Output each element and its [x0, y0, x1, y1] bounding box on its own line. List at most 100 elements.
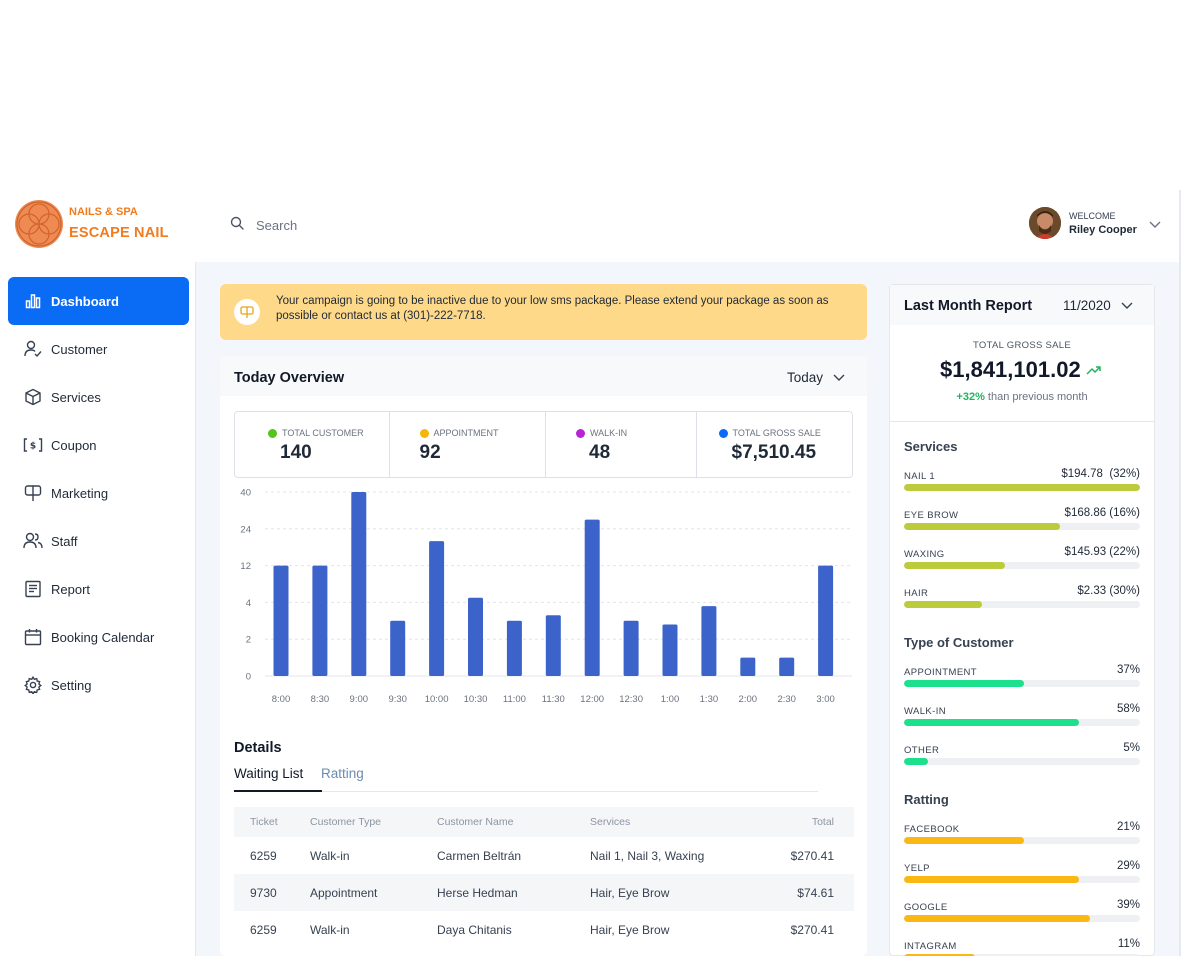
search-input[interactable]: Search	[256, 218, 298, 233]
y-tick-label: 4	[246, 598, 251, 609]
stat-label: TOTAL CUSTOMER	[282, 428, 364, 438]
sidebar-item-staff[interactable]: Staff	[8, 517, 189, 565]
bar[interactable]	[740, 657, 756, 676]
gear-icon	[23, 675, 43, 695]
x-tick-label: 8:30	[311, 694, 330, 705]
tab-ratting[interactable]: Ratting	[321, 766, 364, 781]
table-row[interactable]: 6259 Walk-in Carmen Beltrán Nail 1, Nail…	[234, 837, 854, 874]
metric-label: APPOINTMENT	[904, 667, 978, 678]
period-value: Today	[787, 370, 824, 385]
metric-label: HAIR	[904, 588, 929, 599]
metric-label: OTHER	[904, 745, 940, 756]
logo-icon[interactable]	[15, 200, 63, 248]
sidebar-item-customer[interactable]: Customer	[8, 325, 189, 373]
overview-title: Today Overview	[234, 370, 345, 386]
avatar[interactable]	[1029, 207, 1061, 239]
user-menu[interactable]: WELCOME Riley Cooper	[1029, 207, 1161, 239]
x-tick-label: 11:00	[503, 694, 526, 705]
bar[interactable]	[429, 541, 445, 676]
x-tick-label: 10:30	[464, 694, 488, 705]
gross-sale-value: $1,841,101.02	[940, 357, 1081, 382]
x-tick-label: 12:30	[619, 694, 643, 705]
bar[interactable]	[701, 606, 717, 676]
progress-track	[904, 837, 1140, 844]
month-dropdown[interactable]: 11/2020	[1063, 298, 1133, 313]
sidebar-item-booking-calendar[interactable]: Booking Calendar	[8, 613, 189, 661]
bar[interactable]	[506, 620, 522, 676]
report-icon	[23, 579, 43, 599]
box-icon	[23, 387, 43, 407]
progress-fill	[904, 758, 928, 765]
bar[interactable]	[818, 565, 834, 676]
bar[interactable]	[351, 492, 367, 676]
sidebar: Dashboard Customer Services $ Coupon Mar…	[0, 262, 196, 956]
metric-row: HAIR $2.33 (30%)	[904, 585, 1140, 611]
calendar-icon	[23, 627, 43, 647]
customer-type-cell: Walk-in	[310, 848, 350, 863]
progress-fill	[904, 484, 1140, 491]
change-percent: +32%	[956, 391, 985, 403]
coupon-icon: $	[23, 435, 43, 455]
table-row[interactable]: 6259 Walk-in Daya Chitanis Hair, Eye Bro…	[234, 911, 854, 948]
user-check-icon	[23, 339, 43, 359]
progress-fill	[904, 601, 982, 608]
metric-label: WALK-IN	[904, 706, 947, 717]
period-dropdown[interactable]: Today	[787, 370, 845, 385]
progress-track	[904, 758, 1140, 765]
bar[interactable]	[273, 565, 289, 676]
bar[interactable]	[545, 615, 561, 676]
status-dot	[268, 428, 277, 438]
y-tick-label: 24	[240, 524, 251, 535]
sidebar-item-coupon[interactable]: $ Coupon	[8, 421, 189, 469]
customer-type-cell: Walk-in	[310, 922, 350, 937]
progress-fill	[904, 680, 1025, 687]
sidebar-item-label: Marketing	[51, 485, 109, 501]
tab-waiting-list[interactable]: Waiting List	[234, 766, 304, 781]
search-icon	[230, 216, 244, 235]
column-header: Services	[590, 816, 631, 828]
metric-row: INTAGRAM 11%	[904, 938, 1140, 956]
metric-label: WAXING	[904, 549, 945, 560]
bar[interactable]	[662, 624, 678, 676]
metric-label: NAIL 1	[904, 471, 936, 482]
bar[interactable]	[468, 597, 483, 676]
details-tabs: Waiting List Ratting	[234, 766, 818, 792]
today-overview-card: Today Overview Today TOTAL CUSTOMER 140 …	[220, 356, 867, 956]
bar[interactable]	[390, 620, 406, 676]
change-text: than previous month	[987, 391, 1088, 403]
sidebar-item-label: Coupon	[51, 437, 97, 453]
search-bar[interactable]: Search	[230, 216, 297, 235]
sidebar-item-label: Dashboard	[51, 293, 119, 309]
stat-value: 48	[589, 442, 611, 463]
stat-walk-in: WALK-IN 48	[546, 412, 697, 477]
stat-label: WALK-IN	[590, 428, 628, 438]
chevron-down-icon[interactable]	[1149, 216, 1161, 234]
x-tick-label: 2:30	[777, 694, 796, 705]
sidebar-item-marketing[interactable]: Marketing	[8, 469, 189, 517]
sidebar-item-report[interactable]: Report	[8, 565, 189, 613]
gross-sale-change: +32% than previous month	[890, 391, 1154, 403]
sidebar-item-dashboard[interactable]: Dashboard	[8, 277, 189, 325]
bar[interactable]	[623, 620, 639, 676]
bar-chart-icon	[23, 291, 43, 311]
progress-fill	[904, 719, 1079, 726]
alert-message: Your campaign is going to be inactive du…	[276, 295, 829, 322]
sidebar-item-setting[interactable]: Setting	[8, 661, 189, 709]
y-tick-label: 40	[240, 488, 251, 499]
table-row[interactable]: 9730 Appointment Herse Hedman Hair, Eye …	[234, 874, 854, 911]
ticket-cell: 6259	[250, 848, 277, 863]
progress-track	[904, 719, 1140, 726]
users-icon	[23, 531, 43, 551]
sidebar-item-services[interactable]: Services	[8, 373, 189, 421]
progress-fill	[904, 562, 1006, 569]
bar[interactable]	[584, 519, 600, 676]
bar[interactable]	[779, 657, 795, 676]
user-name: Riley Cooper	[1069, 223, 1137, 236]
metric-row: FACEBOOK 21%	[904, 821, 1140, 847]
metric-row: WAXING $145.93 (22%)	[904, 546, 1140, 572]
bar[interactable]	[312, 565, 328, 676]
divider	[890, 421, 1154, 422]
section-title: Type of Customer	[904, 635, 1014, 650]
progress-fill	[904, 523, 1060, 530]
